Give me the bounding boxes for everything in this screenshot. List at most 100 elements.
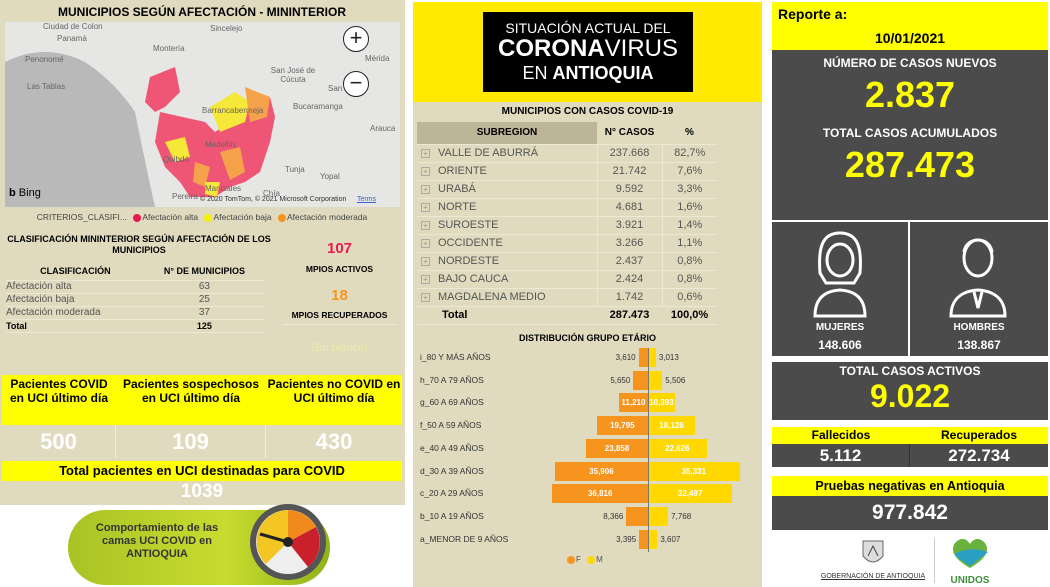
bar-female[interactable] xyxy=(596,416,648,436)
row-value: 125 xyxy=(144,319,264,333)
bar-male[interactable] xyxy=(648,461,740,481)
row-value: 25 xyxy=(144,293,264,307)
zoom-in-button[interactable]: + xyxy=(343,26,369,52)
woman-icon xyxy=(813,231,867,318)
expand-icon[interactable]: + xyxy=(421,167,430,176)
gobernacion-logo: GOBERNACIÓN DE ANTIOQUIA xyxy=(818,538,928,586)
pct-cell: 3,3% xyxy=(661,180,717,199)
bar-value-label: 3,013 xyxy=(658,353,679,362)
legend-item[interactable]: Afectación alta xyxy=(142,212,199,222)
cases-cell: 237.668 xyxy=(596,144,662,163)
table-row[interactable]: + BAJO CAUCA 2.424 0,8% xyxy=(417,270,717,289)
subregion-name: + VALLE DE ABURRÁ xyxy=(417,144,597,163)
bar-male[interactable] xyxy=(648,370,663,390)
legend-f[interactable]: F xyxy=(576,555,581,564)
zoom-out-button[interactable]: − xyxy=(343,71,369,97)
mpios-activos-value: 107 xyxy=(326,240,353,257)
negative-tests-value: 977.842 xyxy=(772,496,1048,530)
cases-cell: 2.437 xyxy=(596,252,662,271)
legend-dot-moderada xyxy=(277,213,286,222)
map-place: Pereira xyxy=(172,192,198,201)
cases-cell: 1.742 xyxy=(596,288,662,307)
center-panel: MUNICIPIOS CON CASOS COVID-19 SUBREGION … xyxy=(413,102,762,587)
subregion-name: + URABÁ xyxy=(417,180,597,199)
table-row[interactable]: + VALLE DE ABURRÁ 237.668 82,7% xyxy=(417,144,717,163)
bar-value-label: 18,126 xyxy=(659,421,684,431)
expand-icon[interactable]: + xyxy=(421,239,430,248)
uci-behavior-button[interactable]: Comportamiento de las camas UCI COVID en… xyxy=(68,504,330,585)
legend-dot-alta xyxy=(133,213,142,222)
pyramid-axis xyxy=(648,348,649,553)
active-label: TOTAL CASOS ACTIVOS xyxy=(839,364,981,378)
cases-cell: 2.424 xyxy=(596,270,662,289)
bar-female[interactable] xyxy=(638,348,648,367)
recovered-value: 272.734 xyxy=(910,444,1048,467)
legend-m[interactable]: M xyxy=(596,555,603,564)
subregion-name: + NORTE xyxy=(417,198,597,217)
row-name: Total xyxy=(6,319,145,333)
bar-male[interactable] xyxy=(648,529,658,549)
expand-icon[interactable]: + xyxy=(421,203,430,212)
table-row[interactable]: + OCCIDENTE 3.266 1,1% xyxy=(417,234,717,253)
pct-cell: 0,8% xyxy=(661,252,717,271)
map[interactable]: Ciudad de Colon Panamá Penonomé Las Tabl… xyxy=(5,22,400,207)
bar-female[interactable] xyxy=(633,370,648,390)
new-cases-value: 2.837 xyxy=(864,74,956,115)
col-header-subregion[interactable]: SUBREGION xyxy=(417,122,597,145)
map-copyright: © 2020 TomTom, © 2021 Microsoft Corporat… xyxy=(200,196,347,203)
bar-male[interactable] xyxy=(648,484,733,504)
bar-female[interactable] xyxy=(586,438,648,458)
col-header-pct[interactable]: % xyxy=(662,122,717,145)
active-panel: TOTAL CASOS ACTIVOS 9.022 xyxy=(772,362,1048,420)
expand-icon[interactable]: + xyxy=(421,275,430,284)
bar-male[interactable] xyxy=(648,416,696,436)
legend-item[interactable]: Afectación moderada xyxy=(286,212,368,222)
table-row[interactable]: + URABÁ 9.592 3,3% xyxy=(417,180,717,199)
table-row[interactable]: + ORIENTE 21.742 7,6% xyxy=(417,162,717,181)
bar-value-label: 3,610 xyxy=(615,353,636,362)
pct-cell: 1,4% xyxy=(661,216,717,235)
cases-cell: 3.266 xyxy=(596,234,662,253)
expand-icon[interactable]: + xyxy=(421,293,430,302)
bar-male[interactable] xyxy=(648,506,669,526)
bar-female[interactable] xyxy=(639,529,648,549)
bar-female[interactable] xyxy=(554,461,648,481)
map-place: Medellín xyxy=(205,140,236,149)
bar-female[interactable] xyxy=(618,393,648,413)
expand-icon[interactable]: + xyxy=(421,221,430,230)
table-row[interactable]: + NORTE 4.681 1,6% xyxy=(417,198,717,217)
mpios-activos-label: MPIOS ACTIVOS xyxy=(305,264,374,274)
bar-male[interactable] xyxy=(648,438,707,458)
expand-icon[interactable]: + xyxy=(421,185,430,194)
bar-value-label: 7,768 xyxy=(671,511,692,521)
deaths-label: Fallecidos xyxy=(772,427,910,444)
bar-value-label: 32,497 xyxy=(677,489,703,499)
bar-value-label: 5,506 xyxy=(665,375,686,385)
expand-icon[interactable]: + xyxy=(421,257,430,266)
expand-icon[interactable]: + xyxy=(421,149,430,158)
logo-divider xyxy=(934,538,935,583)
map-place: Ciudad de Colon xyxy=(43,22,103,31)
cases-cell: 3.921 xyxy=(596,216,662,235)
uci-covid-value: 500 xyxy=(2,425,116,458)
col-header-cases[interactable]: N° CASOS xyxy=(597,122,662,145)
row-name: Afectación moderada xyxy=(6,306,145,320)
subregion-name: + NORDESTE xyxy=(417,252,597,271)
bar-female[interactable] xyxy=(626,506,648,526)
bar-male[interactable] xyxy=(648,348,656,367)
terms-link[interactable]: Terms xyxy=(357,196,377,203)
man-icon xyxy=(949,238,1007,318)
table-row[interactable]: + SUROESTE 3.921 1,4% xyxy=(417,216,717,235)
table-row[interactable]: + MAGDALENA MEDIO 1.742 0,6% xyxy=(417,288,717,307)
col-header: N° DE MUNICIPIOS xyxy=(144,262,264,281)
banner: SITUACIÓN ACTUAL DEL CORONAVIRUS EN ANTI… xyxy=(413,2,762,102)
women-panel: MUJERES 148.606 xyxy=(772,222,908,356)
recovered-label: Recuperados xyxy=(910,427,1048,444)
table-row[interactable]: + NORDESTE 2.437 0,8% xyxy=(417,252,717,271)
bar-female[interactable] xyxy=(552,484,648,504)
bar-value-label: 23,858 xyxy=(604,443,630,453)
row-name: Afectación baja xyxy=(6,293,145,307)
bar-male[interactable] xyxy=(648,393,675,413)
col-header: CLASIFICACIÓN xyxy=(6,262,145,281)
legend-item[interactable]: Afectación baja xyxy=(213,212,272,222)
